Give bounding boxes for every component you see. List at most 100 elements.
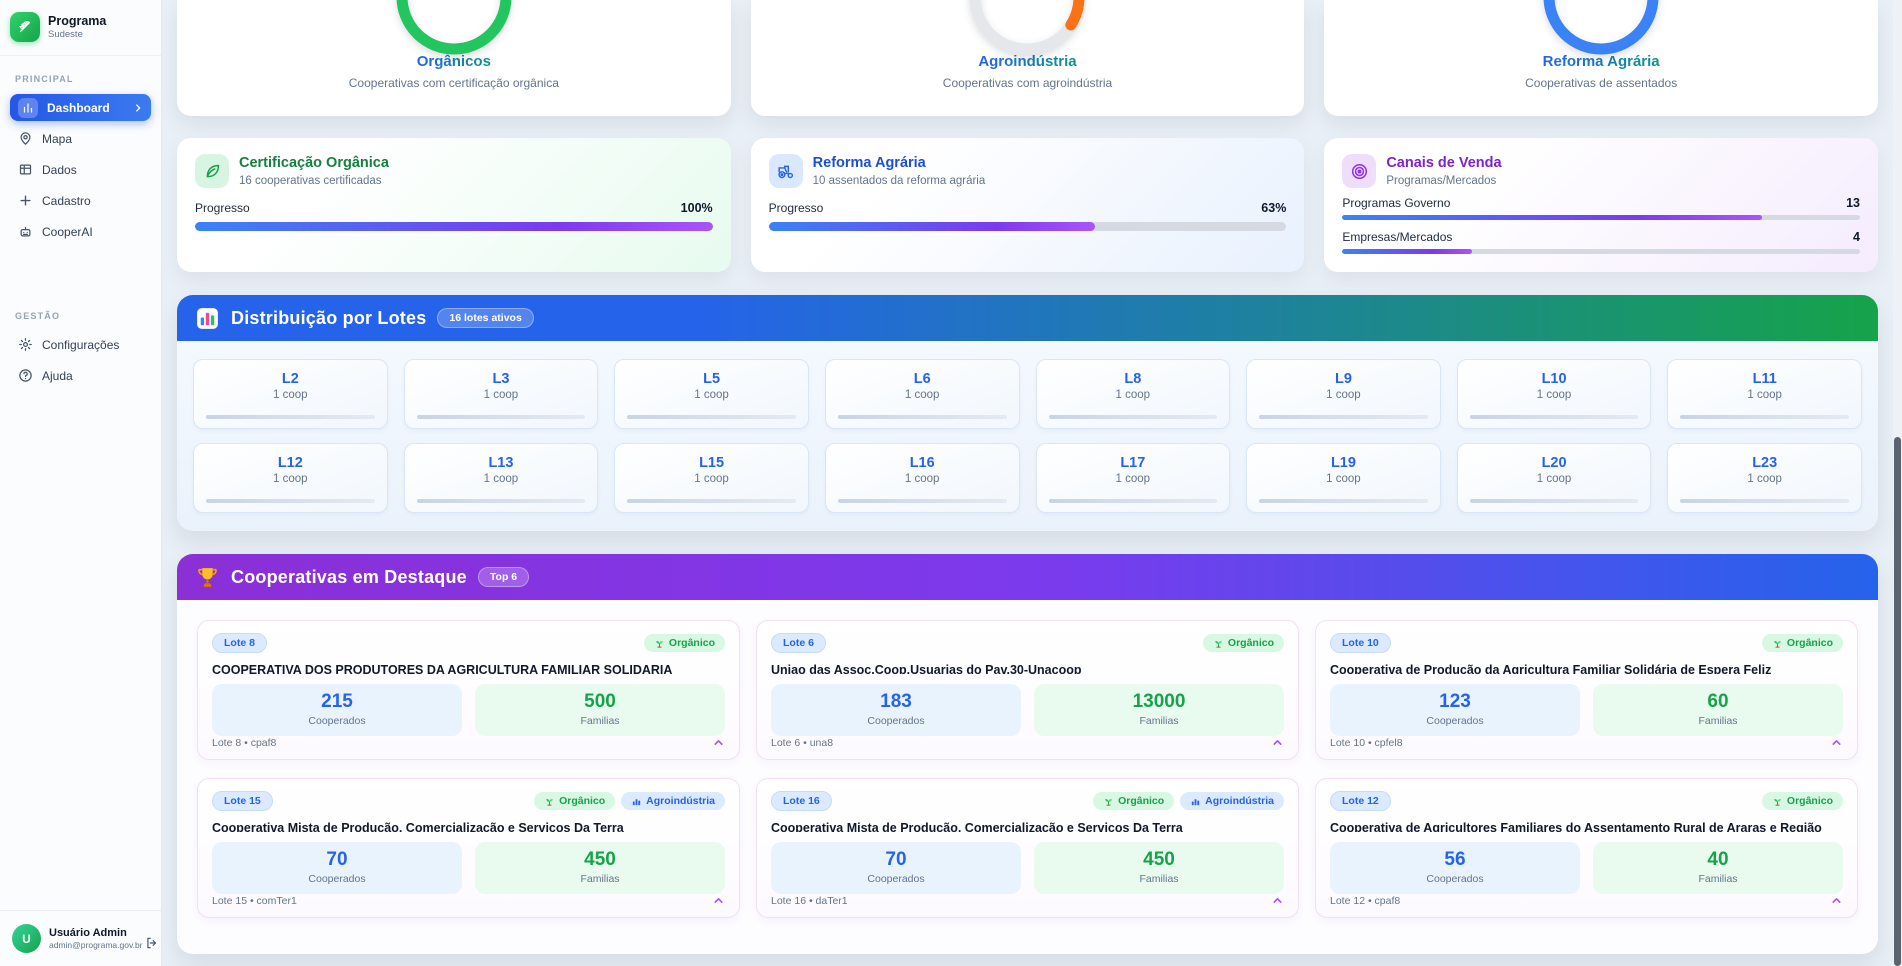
coop-card[interactable]: Lote 16 Orgânico Agroindústria Cooperati… (756, 778, 1299, 918)
coop-footer-text: Lote 12 • cpaf8 (1330, 894, 1401, 907)
coop-cards-grid: Lote 8 Orgânico COOPERATIVA DOS PRODUTOR… (177, 600, 1878, 954)
coop-footer-text: Lote 10 • cpfel8 (1330, 736, 1403, 749)
progress-row-progresso: Progresso 100% (195, 201, 713, 231)
cooperados-label: Cooperados (867, 715, 925, 727)
chevron-up-icon[interactable] (712, 894, 725, 907)
familias-label: Familias (1698, 873, 1738, 885)
stat-cooperados: 70 Cooperados (771, 842, 1021, 894)
nav-section-label-gestao: GESTÃO (15, 311, 61, 321)
sidebar-item-cadastro[interactable]: Cadastro (10, 187, 151, 214)
sidebar-item-cooperai[interactable]: CooperAI (10, 218, 151, 245)
lote-tile-l20[interactable]: L20 1 coop (1456, 443, 1652, 513)
lote-count: 1 coop (1326, 389, 1361, 401)
sidebar-item-label: CooperAI (42, 224, 93, 239)
sidebar-item-label: Configurações (42, 337, 120, 352)
scrollbar-thumb[interactable] (1894, 437, 1901, 966)
coop-card-footer: Lote 15 • comTer1 (212, 894, 725, 907)
coop-card-badges: Lote 8 Orgânico (212, 633, 725, 653)
lote-tile-l12[interactable]: L12 1 coop (193, 443, 388, 513)
lote-count: 1 coop (1115, 473, 1151, 485)
sidebar-item-mapa[interactable]: Mapa (10, 125, 151, 152)
progress-card-canais-de-venda: Canais de Venda Programas/Mercados Progr… (1324, 138, 1878, 272)
donut-card-title: Agroindústria (978, 53, 1077, 70)
chevron-up-icon[interactable] (1830, 736, 1843, 749)
logout-icon[interactable] (145, 936, 159, 950)
lote-count: 1 coop (904, 389, 940, 401)
lote-tile-l23[interactable]: L23 1 coop (1667, 443, 1862, 513)
table-icon (18, 162, 33, 177)
progress-card-reforma-agraria: Reforma Agrária 10 assentados da reforma… (750, 138, 1305, 272)
coop-card[interactable]: Lote 15 Orgânico Agroindústria Cooperati… (197, 778, 740, 918)
donut-card-caption: Cooperativas com certificação orgânica (348, 76, 559, 90)
lote-badge: Lote 15 (212, 791, 273, 811)
lote-tile-l8[interactable]: L8 1 coop (1035, 359, 1231, 429)
lotes-grid: L2 1 coop L3 1 coop L5 1 coop L6 1 coop … (177, 341, 1878, 531)
lote-progress-track (627, 499, 796, 503)
tag-agroindustria: Agroindústria (621, 792, 725, 810)
lote-progress-track (1680, 415, 1849, 419)
familias-label: Familias (580, 715, 620, 727)
lote-tile-l5[interactable]: L5 1 coop (614, 359, 809, 429)
lote-progress-track (837, 499, 1007, 503)
lote-code: L2 (281, 371, 299, 387)
destaque-section: Cooperativas em Destaque Top 6 Lote 8 Or… (177, 554, 1878, 954)
lote-count: 1 coop (273, 473, 308, 485)
coop-footer-text: Lote 16 • daTer1 (771, 894, 848, 907)
stat-familias: 450 Familias (1034, 842, 1284, 894)
coop-card[interactable]: Lote 6 Orgânico Uniao das Assoc.Coop.Usu… (756, 620, 1299, 760)
stat-cooperados: 123 Cooperados (1330, 684, 1580, 736)
coop-footer-text: Lote 6 • una8 (771, 736, 834, 749)
coop-stats: 183 Cooperados 13000 Familias (771, 684, 1284, 736)
sidebar-nav: PRINCIPAL Dashboard Mapa Dados Cadastro Coope… (0, 56, 161, 910)
bar-chart-colored-icon (195, 306, 220, 331)
lote-count: 1 coop (1747, 473, 1782, 485)
lote-code: L3 (492, 371, 510, 387)
sidebar-item-dashboard[interactable]: Dashboard (10, 94, 151, 121)
avatar: U (12, 924, 41, 953)
user-profile[interactable]: U Usuário Admin admin@programa.gov.br (0, 910, 161, 966)
lote-tile-l19[interactable]: L19 1 coop (1246, 443, 1441, 513)
lote-tile-l16[interactable]: L16 1 coop (824, 443, 1020, 513)
coop-card[interactable]: Lote 12 Orgânico Cooperativa de Agricult… (1315, 778, 1858, 918)
lote-tile-l9[interactable]: L9 1 coop (1246, 359, 1441, 429)
tag-organico: Orgânico (1761, 792, 1843, 810)
tag-agroindustria: Agroindústria (1180, 792, 1284, 810)
lote-tile-l11[interactable]: L11 1 coop (1667, 359, 1862, 429)
lote-tile-l6[interactable]: L6 1 coop (824, 359, 1020, 429)
lote-tile-l13[interactable]: L13 1 coop (403, 443, 599, 513)
chevron-up-icon[interactable] (1830, 894, 1843, 907)
familias-value: 40 (1707, 849, 1729, 871)
chevron-up-icon[interactable] (1271, 736, 1284, 749)
chevron-up-icon[interactable] (1271, 894, 1284, 907)
lotes-title: Distribuição por Lotes (231, 307, 427, 328)
cooperados-label: Cooperados (867, 873, 925, 885)
coop-card[interactable]: Lote 10 Orgânico Cooperativa de Produção… (1315, 620, 1858, 760)
chevron-up-icon[interactable] (712, 736, 725, 749)
target-icon (1342, 154, 1377, 188)
progress-track (1342, 249, 1860, 254)
lote-code: L20 (1541, 455, 1567, 471)
seedling-icon (1213, 638, 1224, 649)
sidebar-item-dados[interactable]: Dados (10, 156, 151, 183)
lote-tile-l15[interactable]: L15 1 coop (614, 443, 809, 513)
sidebar-item-configuracoes[interactable]: Configurações (10, 331, 151, 358)
progress-card-header: Canais de Venda Programas/Mercados (1342, 154, 1860, 188)
cooperados-label: Cooperados (1426, 715, 1484, 727)
tag-organico: Orgânico (1202, 634, 1284, 652)
lote-tile-l2[interactable]: L2 1 coop (193, 359, 388, 429)
cooperados-value: 215 (321, 691, 353, 713)
lote-progress-track (416, 415, 586, 419)
page-scrollbar[interactable] (1893, 0, 1902, 966)
lote-tile-l3[interactable]: L3 1 coop (403, 359, 599, 429)
sidebar-item-ajuda[interactable]: Ajuda (10, 362, 151, 389)
coop-card-footer: Lote 12 • cpaf8 (1330, 894, 1843, 907)
progress-label: Progresso (195, 201, 250, 215)
lote-progress-track (627, 415, 796, 419)
lote-tile-l17[interactable]: L17 1 coop (1035, 443, 1231, 513)
donut-card-caption: Cooperativas de assentados (1525, 76, 1678, 90)
stat-familias: 13000 Familias (1034, 684, 1284, 736)
coop-card[interactable]: Lote 8 Orgânico COOPERATIVA DOS PRODUTOR… (197, 620, 740, 760)
lote-tile-l10[interactable]: L10 1 coop (1456, 359, 1652, 429)
lote-progress-track (416, 499, 586, 503)
coop-footer-text: Lote 8 • cpaf8 (212, 736, 277, 749)
